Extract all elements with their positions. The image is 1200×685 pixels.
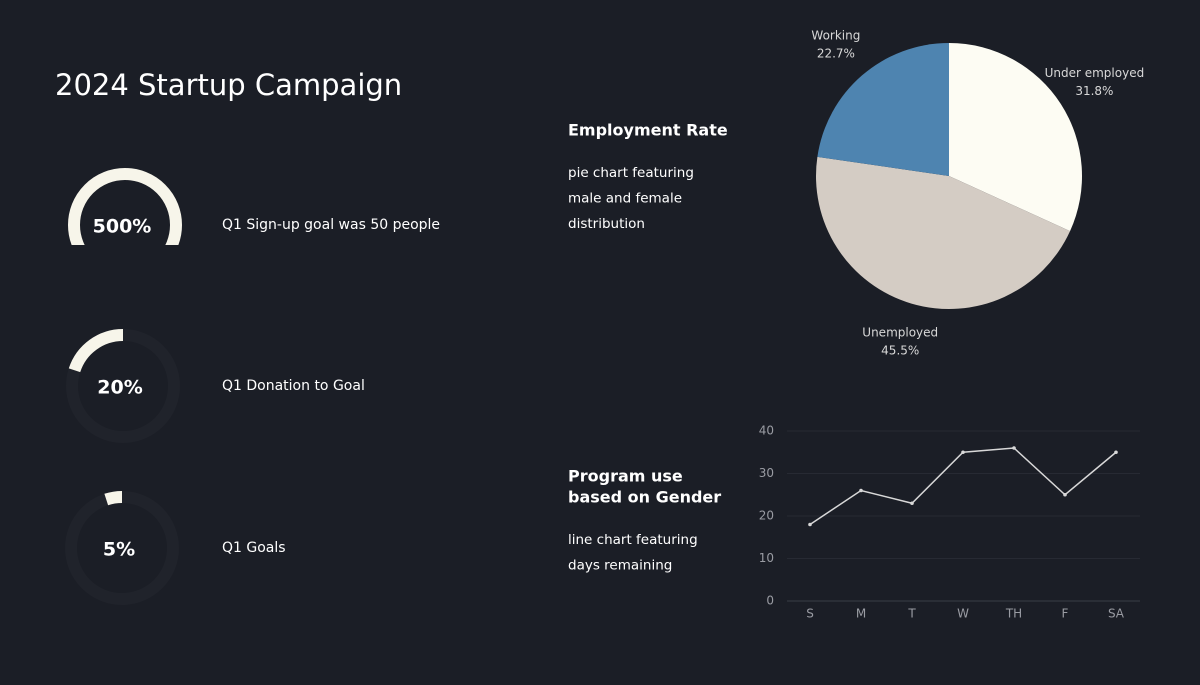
x-tick-label: W [957,607,969,621]
panel-description: line chart featuring [568,532,698,548]
gauge-arc [68,329,124,373]
pie-slice [817,43,949,176]
pie-label: Unemployed [862,325,938,339]
panel-description: distribution [568,216,645,232]
panel-title: Employment Rate [568,121,728,140]
panel-title: based on Gender [568,488,721,507]
y-tick-label: 30 [759,466,774,480]
gauge [65,491,179,605]
y-tick-label: 10 [759,551,774,565]
x-tick-label: TH [1005,607,1022,621]
gauge-arc [104,491,123,506]
gauge-label: Q1 Donation to Goal [222,378,365,394]
y-tick-label: 40 [759,424,774,438]
line [809,447,1117,526]
line-point [808,522,812,527]
x-tick-label: M [856,607,866,621]
panel-description: male and female [568,191,682,207]
x-tick-label: S [806,607,814,621]
gauge-value: 20% [97,377,142,399]
gauge-label: Q1 Sign-up goal was 50 people [222,217,440,233]
panel-description: pie chart featuring [568,165,694,181]
pie-value-label: 45.5% [881,343,919,357]
x-tick-label: SA [1108,607,1125,621]
y-tick-label: 0 [766,594,774,608]
line-point [961,450,965,455]
gauge-label: Q1 Goals [222,540,286,556]
gauge-value: 5% [103,539,135,561]
line-point [910,501,914,506]
line-point [859,488,863,493]
pie-label: Under employed [1045,66,1145,80]
gauge-value: 500% [93,216,152,238]
panel-title: Program use [568,467,683,486]
line-point [1063,492,1067,497]
pie-value-label: 31.8% [1075,84,1113,98]
pie-value-label: 22.7% [817,47,855,61]
pie-label: Working [811,29,860,43]
line-point [1012,446,1016,450]
y-tick-label: 20 [759,509,774,523]
panel-description: days remaining [568,558,672,574]
gauge-arc [68,168,182,245]
gauge [68,168,182,245]
x-tick-label: F [1062,607,1069,621]
x-tick-label: T [907,607,916,621]
line-point [1114,450,1118,455]
pie-slice [949,43,1082,232]
page-title: 2024 Startup Campaign [55,68,402,102]
gauge [66,329,180,443]
pie-slice [815,156,1071,310]
